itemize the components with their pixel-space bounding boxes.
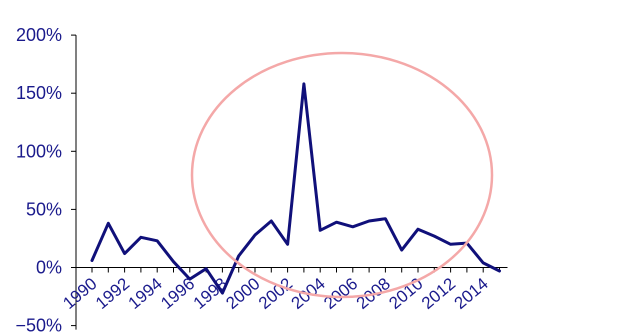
x-tick-label: 1990: [59, 274, 100, 313]
y-tick-label: 0%: [36, 258, 62, 278]
y-tick-label: 200%: [16, 25, 62, 45]
y-tick-label: 100%: [16, 141, 62, 161]
series-layer: [90, 82, 501, 295]
highlight-ellipse: [190, 51, 494, 299]
x-tick-label: 2002: [255, 274, 296, 313]
x-tick-label: 1994: [125, 274, 166, 313]
x-tick-label: 2012: [418, 274, 459, 313]
x-tick-label: 2006: [320, 274, 361, 313]
x-tick-label: 1998: [190, 274, 231, 313]
series-line: [90, 82, 501, 295]
x-tick-label: 1996: [157, 274, 198, 313]
x-axis: 1990199219941996199820002002200420062008…: [59, 267, 508, 313]
y-tick-label: 150%: [16, 83, 62, 103]
x-tick-label: 2014: [451, 274, 492, 313]
y-tick-label: −50%: [15, 316, 62, 334]
y-axis: −50% 0% 50% 100% 150% 200%: [15, 25, 77, 334]
y-tick-label: 50%: [26, 199, 62, 219]
x-tick-label: 1992: [92, 274, 133, 313]
